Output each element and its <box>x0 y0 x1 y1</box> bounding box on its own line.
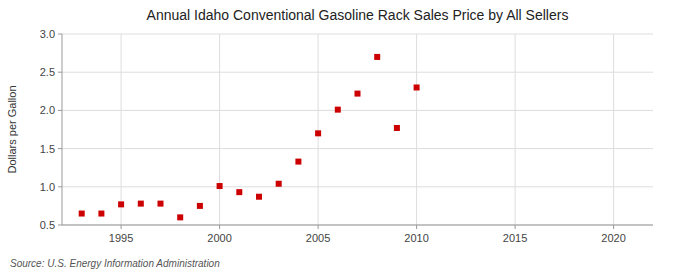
y-tick-label: 1.0 <box>40 181 55 193</box>
y-axis-label: Dollars per Gallon <box>6 85 18 173</box>
x-tick-label: 1995 <box>109 232 133 244</box>
y-tick-label: 2.0 <box>40 104 55 116</box>
source-note: Source: U.S. Energy Information Administ… <box>10 258 220 269</box>
x-tick <box>416 225 417 229</box>
point <box>177 214 183 220</box>
point <box>236 189 242 195</box>
point <box>158 201 164 207</box>
x-tick-label: 2020 <box>601 232 625 244</box>
x-grid-line <box>219 34 220 225</box>
x-axis-line <box>62 225 653 226</box>
y-tick <box>58 225 62 226</box>
x-tick <box>613 225 614 229</box>
point <box>355 91 361 97</box>
point <box>315 130 321 136</box>
y-grid-line <box>62 72 653 73</box>
y-tick-label: 2.5 <box>40 66 55 78</box>
x-tick <box>318 225 319 229</box>
point <box>414 84 420 90</box>
points <box>79 54 420 220</box>
x-tick <box>121 225 122 229</box>
title: Annual Idaho Conventional Gasoline Rack … <box>147 7 569 23</box>
x-tick-label: 2005 <box>306 232 330 244</box>
x-tick <box>219 225 220 229</box>
x-tick <box>515 225 516 229</box>
point <box>217 183 223 189</box>
chart: 0.5 1.0 1.5 2.0 2.5 3.0 1995 2000 2005 2010 2015 20… <box>0 0 675 275</box>
x-tick-label: 2000 <box>207 232 231 244</box>
point <box>276 181 282 187</box>
y-tick <box>58 148 62 149</box>
x-grid-line <box>613 34 614 225</box>
y-grid-line <box>62 148 653 149</box>
y-grid-line <box>62 225 653 226</box>
point <box>197 203 203 209</box>
x-tick-label: 2010 <box>404 232 428 244</box>
point <box>118 201 124 207</box>
point <box>394 125 400 131</box>
axes: 0.5 1.0 1.5 2.0 2.5 3.0 1995 2000 2005 2010 2015 20… <box>40 28 653 244</box>
x-grid-line <box>515 34 516 225</box>
grid <box>62 34 653 225</box>
x-grid-line <box>121 34 122 225</box>
point <box>98 211 104 217</box>
x-grid-line <box>416 34 417 225</box>
y-tick <box>58 186 62 187</box>
y-tick-label: 3.0 <box>40 28 55 40</box>
y-tick-label: 0.5 <box>40 219 55 231</box>
point <box>79 211 85 217</box>
point <box>295 159 301 165</box>
y-tick <box>58 72 62 73</box>
y-grid-line <box>62 186 653 187</box>
point <box>138 201 144 207</box>
y-grid-line <box>62 34 653 35</box>
x-tick-label: 2015 <box>503 232 527 244</box>
y-tick <box>58 110 62 111</box>
point <box>374 54 380 60</box>
x-grid-line <box>318 34 319 225</box>
y-axis-line <box>62 34 63 225</box>
y-grid-line <box>62 110 653 111</box>
y-tick-label: 1.5 <box>40 143 55 155</box>
y-tick <box>58 34 62 35</box>
point <box>335 107 341 113</box>
point <box>256 194 262 200</box>
